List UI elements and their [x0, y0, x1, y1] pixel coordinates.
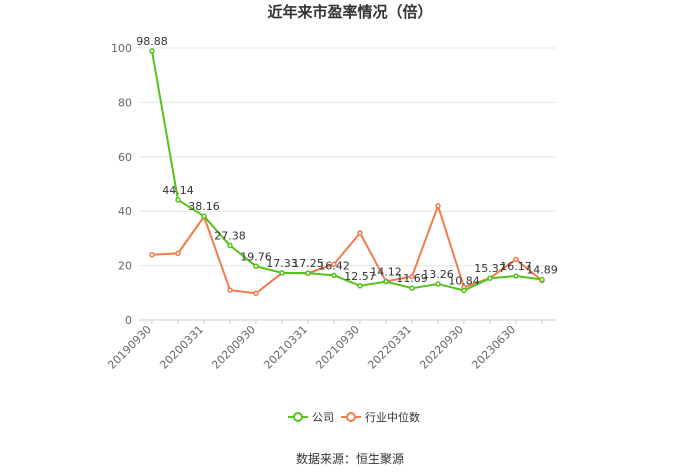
- x-tick-label: 20200331: [157, 323, 206, 372]
- company-data-label: 16.42: [318, 259, 350, 272]
- company-data-label: 11.69: [396, 272, 428, 285]
- company-point[interactable]: [539, 276, 545, 283]
- company-point[interactable]: [227, 242, 233, 249]
- legend-item-industry-median[interactable]: 行业中位数: [341, 410, 420, 424]
- x-tick-label: 20220930: [417, 323, 466, 372]
- company-data-label: 17.33: [266, 257, 298, 270]
- legend[interactable]: 公司 行业中位数: [288, 410, 420, 424]
- company-data-label: 98.88: [136, 35, 168, 48]
- chart-title: 近年来市盈率情况（倍）: [267, 3, 432, 21]
- industry-point[interactable]: [513, 256, 519, 263]
- series-layer: [149, 48, 545, 297]
- industry-point[interactable]: [149, 251, 155, 258]
- company-point[interactable]: [461, 287, 467, 294]
- company-point[interactable]: [383, 278, 389, 285]
- company-series-line: [151, 50, 543, 292]
- legend-company-marker: [293, 412, 303, 422]
- company-data-label: 10.84: [448, 275, 480, 288]
- company-point[interactable]: [487, 275, 493, 281]
- company-point[interactable]: [149, 48, 155, 54]
- company-point[interactable]: [513, 273, 519, 279]
- company-point[interactable]: [253, 263, 259, 270]
- company-point[interactable]: [305, 270, 311, 276]
- legend-item-company[interactable]: 公司: [288, 411, 334, 424]
- company-point[interactable]: [409, 285, 415, 291]
- company-point[interactable]: [435, 281, 441, 287]
- industry-point[interactable]: [331, 261, 337, 267]
- legend-company-label: 公司: [312, 411, 334, 424]
- industry-point[interactable]: [435, 203, 441, 209]
- company-point[interactable]: [279, 270, 285, 276]
- company-point[interactable]: [357, 283, 363, 289]
- x-tick-label: 20210930: [313, 323, 362, 372]
- industry-point[interactable]: [357, 230, 363, 236]
- grid-lines: [139, 47, 556, 321]
- x-tick-label: 20220331: [365, 323, 414, 372]
- y-tick-label: 60: [118, 151, 132, 164]
- industry-point[interactable]: [227, 287, 233, 293]
- company-data-label: 19.76: [240, 250, 272, 263]
- company-point[interactable]: [331, 272, 337, 279]
- y-tick-label: 80: [118, 96, 132, 109]
- company-data-label: 44.14: [162, 184, 194, 197]
- company-point[interactable]: [175, 197, 181, 203]
- company-data-label: 14.89: [526, 263, 558, 276]
- x-axis: 20190930 20200331 20200930 20210331 20210930…: [105, 320, 543, 372]
- company-data-label: 27.38: [214, 230, 246, 243]
- y-tick-label: 0: [125, 314, 132, 327]
- company-data-label: 15.37: [474, 262, 506, 275]
- y-tick-label: 100: [111, 42, 132, 55]
- data-labels: 98.88 44.14 38.16 27.38 19.7617.3317.2516.42…: [136, 35, 558, 287]
- x-tick-label: 20200930: [209, 323, 258, 372]
- data-source: 数据来源：恒生聚源: [296, 451, 404, 466]
- company-data-label: 38.16: [188, 200, 220, 213]
- industry-series-line: [151, 204, 543, 295]
- y-axis: 0 20 40 60 80 100: [111, 42, 132, 327]
- industry-point[interactable]: [253, 290, 259, 297]
- x-tick-label: 20230630: [469, 323, 518, 372]
- legend-industry-marker: [346, 412, 356, 422]
- x-tick-label: 20210331: [261, 323, 310, 372]
- x-tick-label: 20190930: [105, 323, 154, 372]
- company-data-label: 12.57: [344, 270, 376, 283]
- company-data-label: 17.25: [292, 257, 324, 270]
- company-data-label: 13.26: [422, 268, 454, 281]
- y-tick-label: 40: [118, 205, 132, 218]
- legend-industry-label: 行业中位数: [365, 410, 420, 424]
- company-data-label: 14.12: [370, 266, 402, 279]
- industry-point[interactable]: [409, 273, 415, 280]
- company-data-label: 16.17: [500, 260, 532, 273]
- y-tick-label: 20: [118, 260, 132, 273]
- industry-point[interactable]: [175, 250, 181, 257]
- company-point[interactable]: [201, 213, 207, 219]
